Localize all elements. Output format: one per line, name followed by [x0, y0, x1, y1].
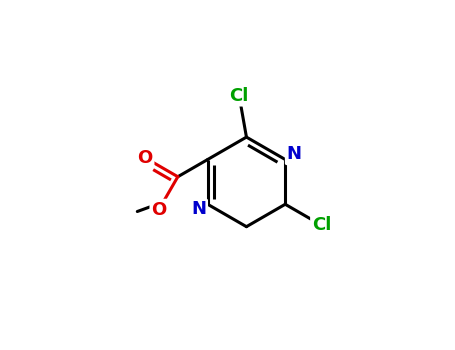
- Text: Cl: Cl: [229, 87, 249, 105]
- Text: O: O: [151, 201, 167, 218]
- Text: N: N: [191, 201, 206, 218]
- Text: O: O: [137, 149, 152, 167]
- Text: N: N: [287, 145, 302, 163]
- Text: Cl: Cl: [312, 216, 331, 234]
